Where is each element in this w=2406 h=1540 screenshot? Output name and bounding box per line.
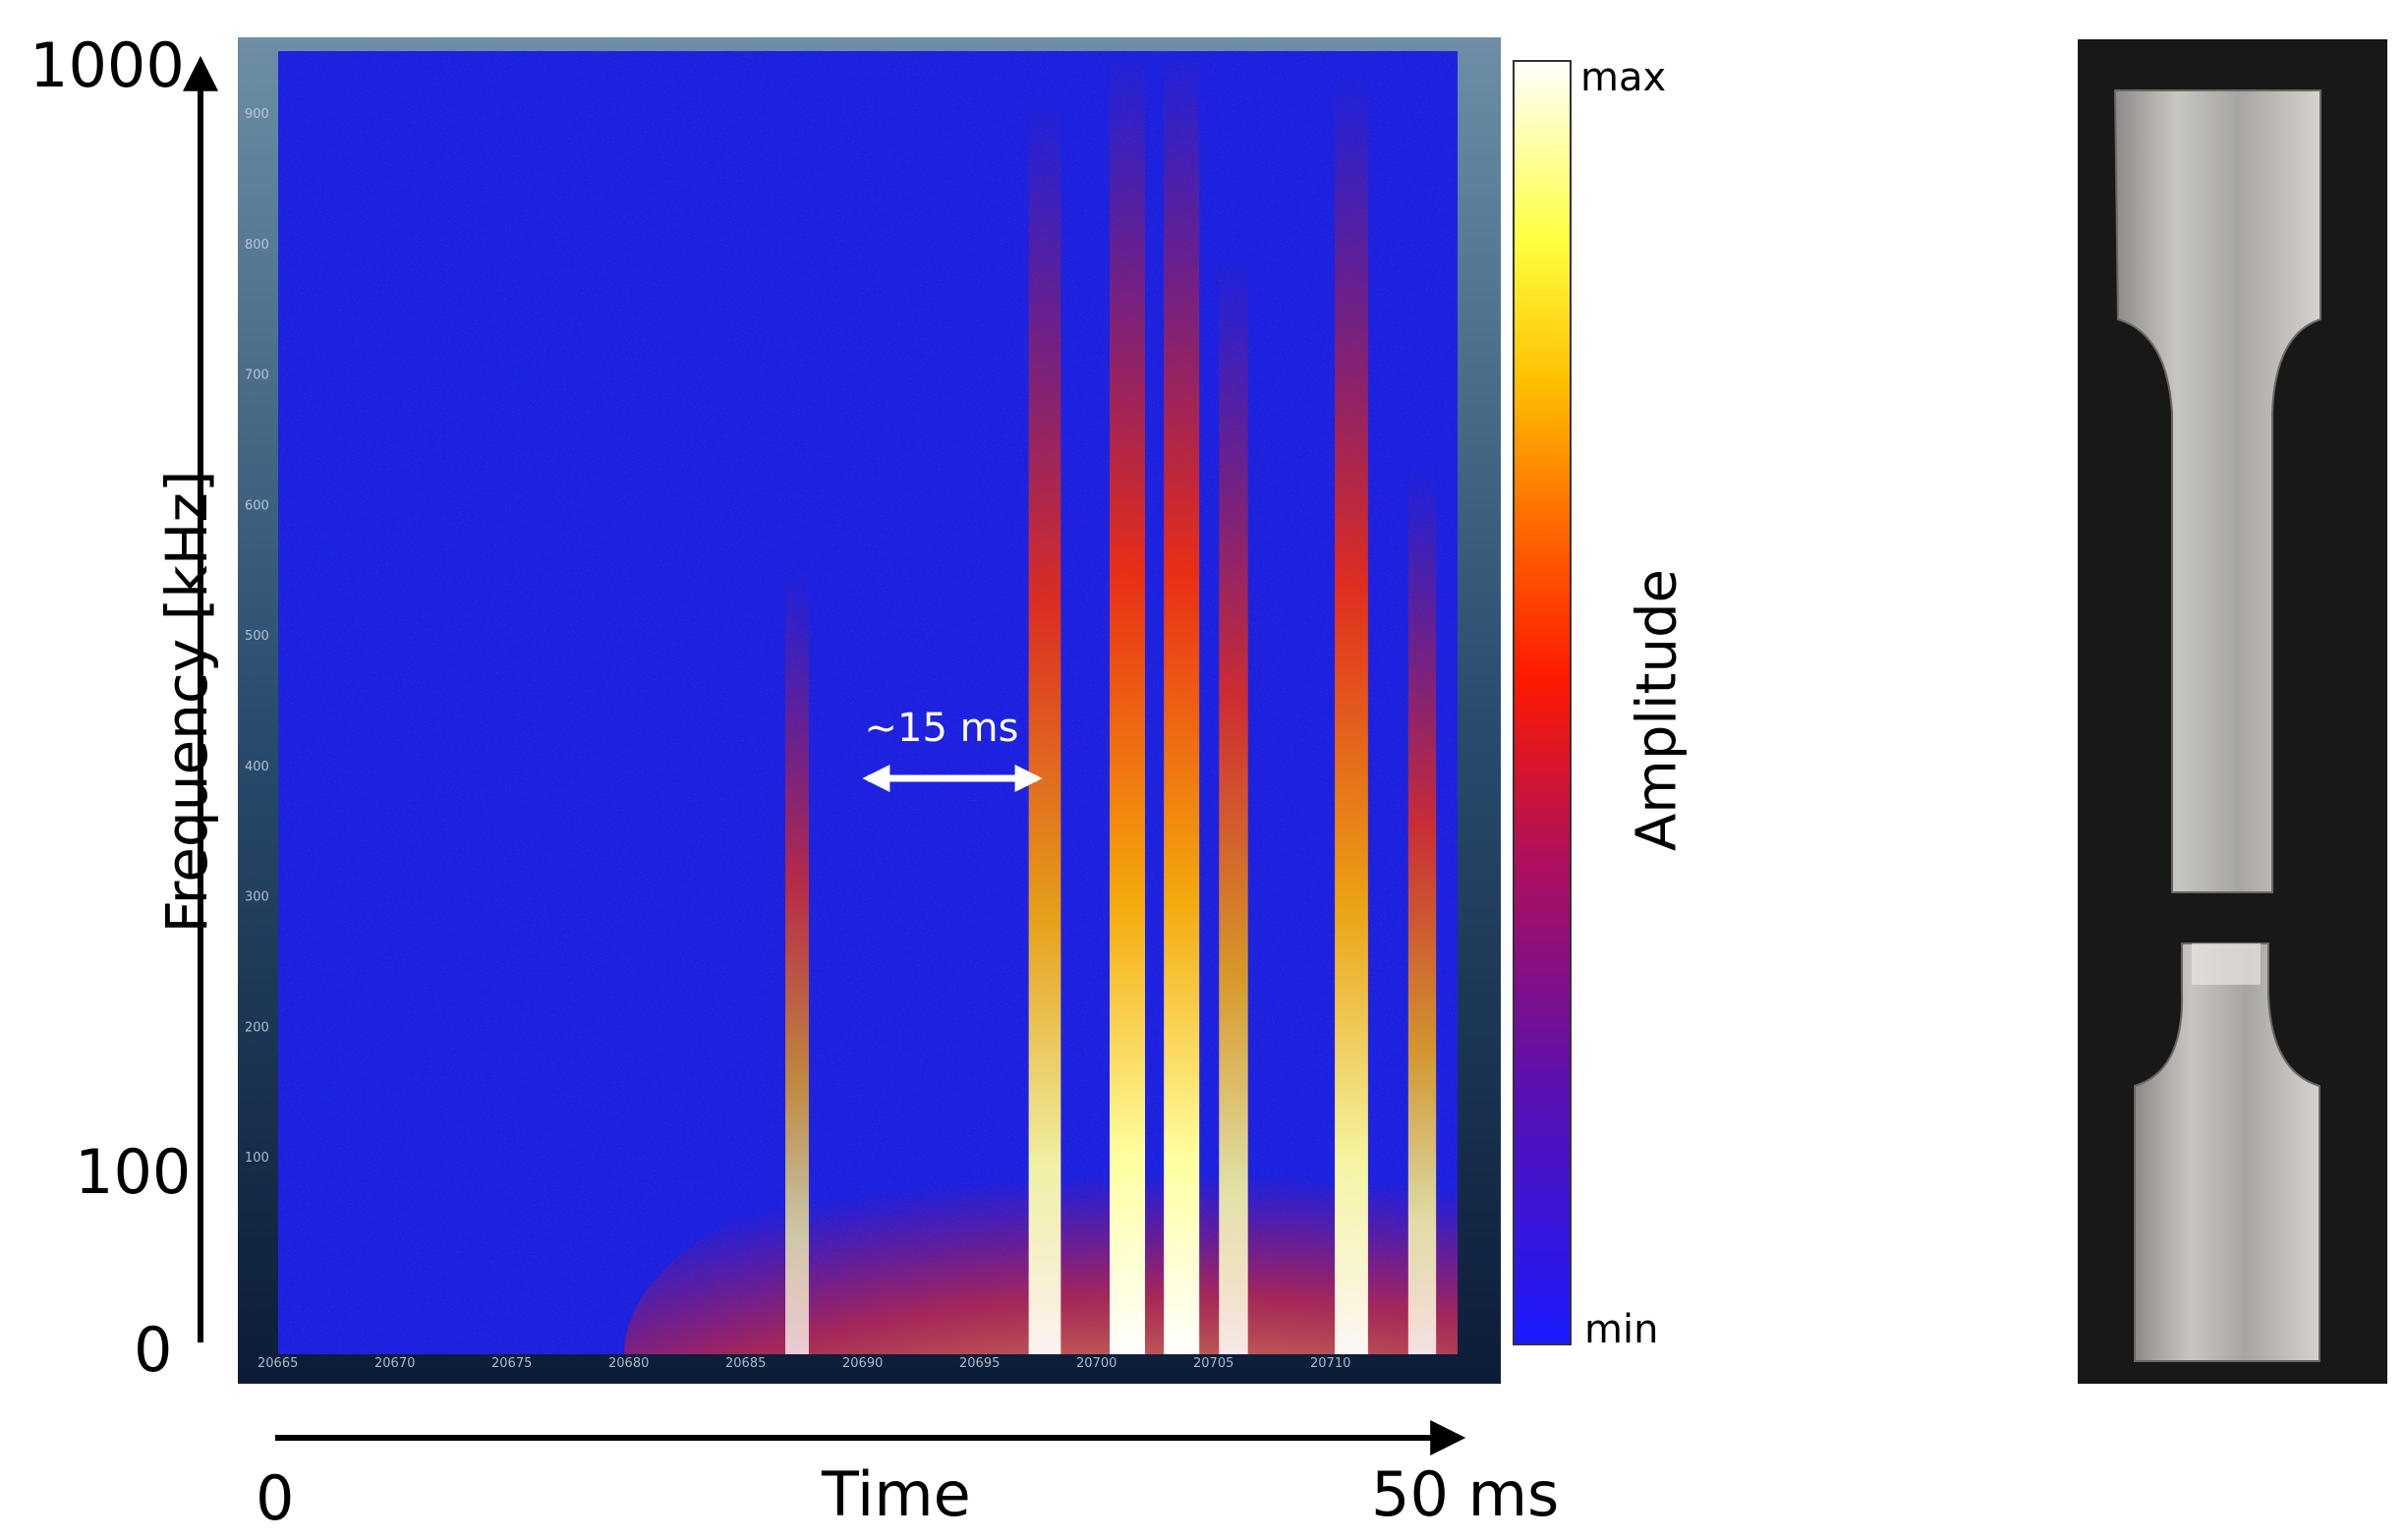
inner-y-tick: 100 [245, 1151, 269, 1166]
inner-y-tick: 400 [245, 760, 269, 774]
y-axis-label: Frequency [kHz] [153, 470, 220, 934]
burst-5 [1219, 258, 1248, 1354]
colorbar-min-label: min [1584, 1307, 1659, 1352]
inner-x-tick: 20710 [1310, 1356, 1350, 1371]
inner-y-tick: 200 [245, 1020, 269, 1035]
burst-3 [1110, 51, 1145, 1354]
annotation-label: ~15 ms [865, 706, 1019, 751]
x-start-label: 0 [256, 1462, 295, 1534]
inner-x-tick: 20675 [491, 1356, 532, 1371]
y-tick-1000: 1000 [29, 29, 185, 101]
inner-x-tick: 20695 [959, 1356, 1000, 1371]
inner-y-tick: 700 [245, 369, 269, 383]
burst-1 [785, 571, 809, 1354]
burst-4 [1164, 51, 1200, 1354]
inner-x-tick: 20690 [842, 1356, 883, 1371]
inner-ticks: 20665 20670 20675 20680 20685 20690 20695 20700… [245, 107, 1350, 1371]
burst-7 [1407, 469, 1437, 1354]
inner-y-tick: 800 [245, 238, 269, 253]
inner-y-tick: 500 [245, 629, 269, 644]
y-tick-0: 0 [134, 1314, 173, 1386]
inner-x-tick: 20705 [1193, 1356, 1233, 1371]
colorbar-label: Amplitude [1625, 569, 1690, 851]
burst-6 [1335, 76, 1368, 1354]
inner-x-tick: 20680 [608, 1356, 649, 1371]
inner-x-tick: 20685 [725, 1356, 766, 1371]
burst-2 [1028, 101, 1061, 1354]
spectrogram-bursts [624, 51, 1458, 1354]
inner-y-tick: 900 [245, 107, 269, 122]
colorbar-max-label: max [1580, 55, 1667, 100]
inner-y-tick: 300 [245, 890, 269, 905]
inner-y-tick: 600 [245, 498, 269, 513]
specimen-photo [2078, 39, 2387, 1384]
inner-x-tick: 20670 [374, 1356, 415, 1371]
inner-x-tick: 20665 [258, 1356, 298, 1371]
y-tick-100: 100 [75, 1136, 192, 1208]
x-axis-label: Time [822, 1458, 971, 1530]
x-end-label: 50 ms [1371, 1458, 1560, 1530]
colorbar [1513, 60, 1572, 1345]
inner-x-tick: 20700 [1076, 1356, 1117, 1371]
